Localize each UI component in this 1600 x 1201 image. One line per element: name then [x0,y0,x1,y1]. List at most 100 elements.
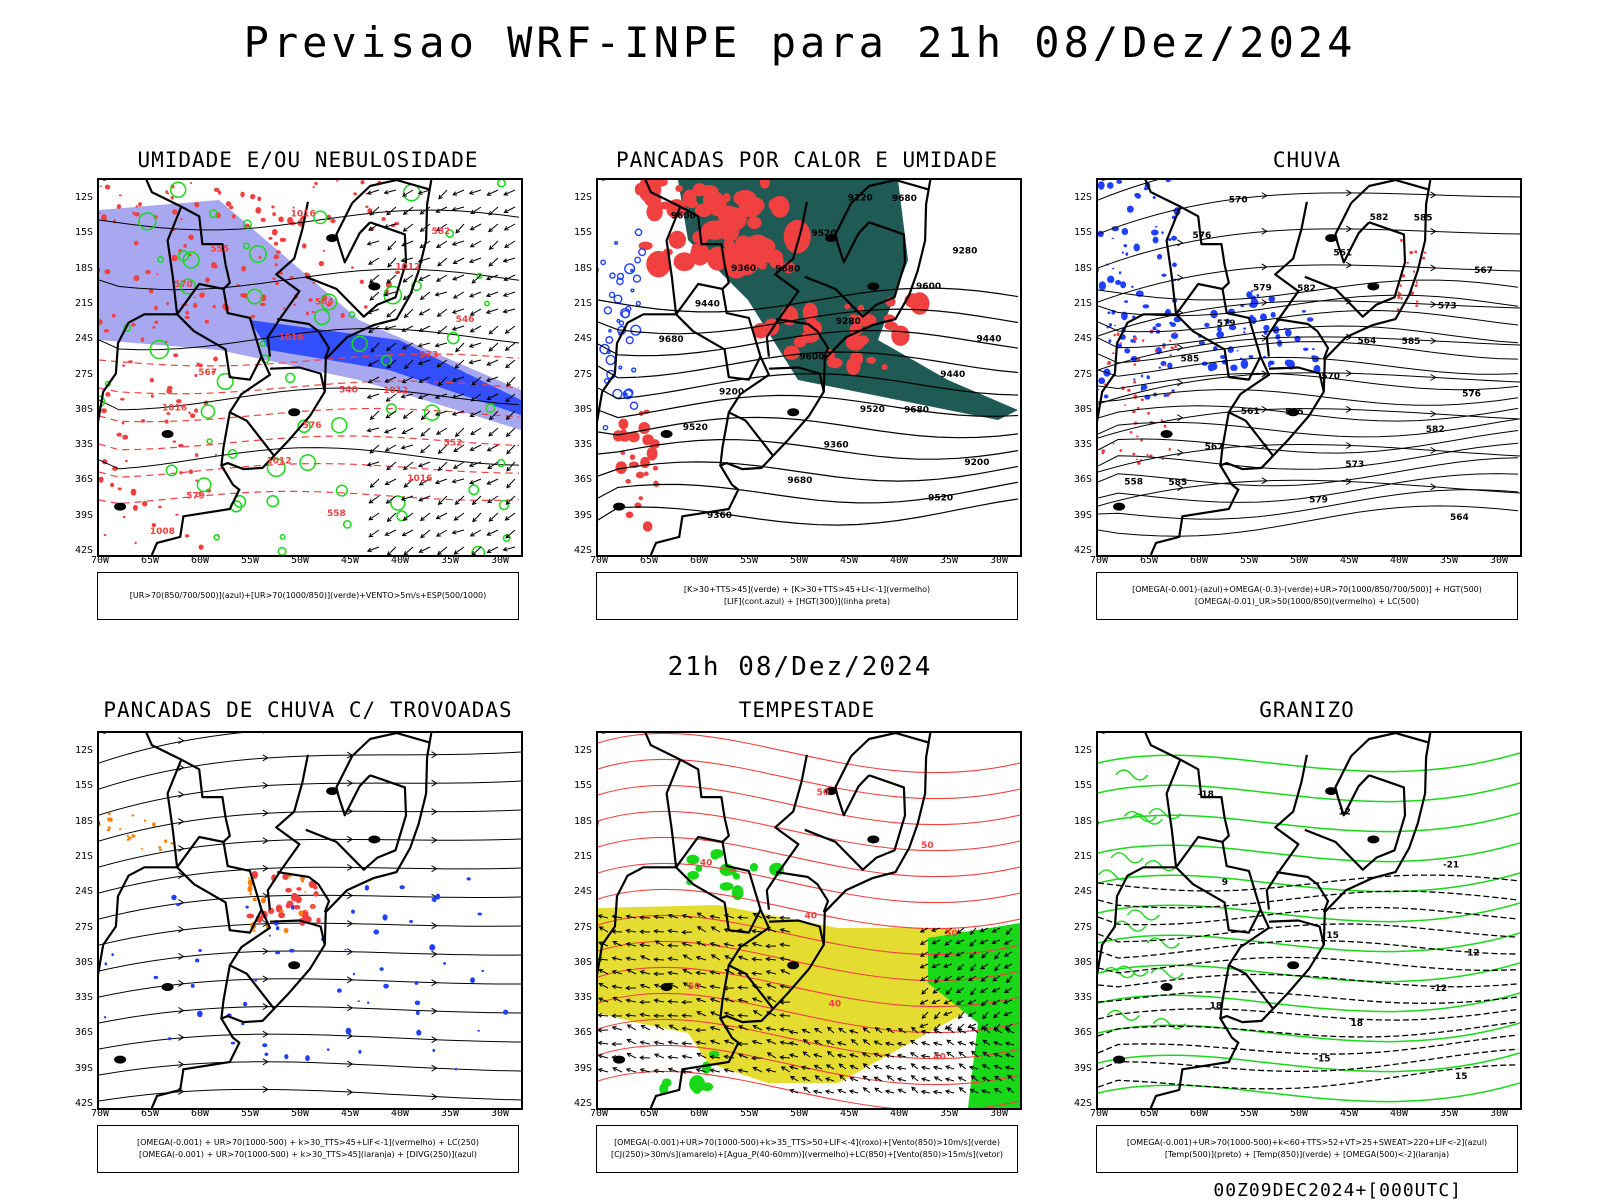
panel-trovoadas-title: PANCADAS DE CHUVA C/ TROVOADAS [67,698,549,722]
lon-tick-label: 65W [135,1108,165,1119]
lat-tick-label: 24S [1058,886,1092,897]
lon-tick-label: 45W [335,555,365,566]
contour-label: -18 [1198,790,1214,800]
lon-tick-label: 50W [1284,1108,1314,1119]
lat-tick-label: 24S [558,333,592,344]
contour-label: 1012 [395,263,420,273]
contour-label: -15 [1314,1055,1330,1065]
contour-label: 9680 [892,194,917,204]
lon-tick-label: 55W [734,1108,764,1119]
panel-tempestade-title: TEMPESTADE [566,698,1048,722]
legend-line: [OMEGA(-0.01)_UR>50(1000/850)(vermelho) … [1097,596,1517,608]
contour-label: 9680 [659,335,684,345]
lon-tick-label: 50W [784,1108,814,1119]
lat-tick-label: 27S [59,922,93,933]
contour-label: 570 [1321,372,1340,382]
panel-granizo-title: GRANIZO [1066,698,1548,722]
lat-tick-label: 27S [1058,369,1092,380]
contour-label: 9440 [940,370,965,380]
legend-line: [Temp(500)](preto) + [Temp(850)](verde) … [1097,1149,1517,1161]
lat-tick-label: 33S [59,439,93,450]
mid-time-label: 21h 08/Dez/2024 [0,652,1600,682]
contour-label: 555 [210,245,229,255]
contour-label: -21 [1443,861,1459,871]
panel-pancadas-calor-legend: [K>30+TTS>45](verde) + [K>30+TTS>45+LI<-… [596,572,1018,620]
lat-tick-label: 18S [59,263,93,274]
panel-tempestade-legend: [OMEGA(-0.001)+UR>70(1000-500)+k>35_TTS>… [596,1125,1018,1173]
panel-trovoadas-legend: [OMEGA(-0.001) + UR>70(1000-500) + k>30_… [97,1125,519,1173]
contour-label: 1016 [407,474,432,484]
lon-tick-label: 35W [934,555,964,566]
lon-tick-label: 55W [235,555,265,566]
contour-label: 9280 [952,247,977,257]
lat-tick-label: 21S [59,298,93,309]
lat-tick-label: 36S [1058,474,1092,485]
lon-tick-label: 30W [485,555,515,566]
contour-label: 564 [315,298,334,308]
lon-tick-label: 70W [1084,555,1114,566]
contour-label: 582 [431,227,450,237]
lon-tick-label: 60W [684,1108,714,1119]
lon-tick-label: 60W [1184,555,1214,566]
lon-tick-label: 65W [135,555,165,566]
lon-tick-label: 35W [1434,555,1464,566]
contour-label: 585 [1180,355,1199,365]
lat-tick-label: 27S [558,369,592,380]
lon-tick-label: 35W [435,555,465,566]
lon-tick-label: 35W [934,1108,964,1119]
legend-line: [OMEGA(-0.001)+UR>70(1000-500)+k<60+TTS>… [1097,1137,1517,1149]
panel-umidade-legend: [UR>70(850/700/500)](azul)+[UR>70(1000/8… [97,572,519,620]
lat-tick-label: 39S [1058,1063,1092,1074]
contour-label: 9680 [775,265,800,275]
contour-label: 585 [1402,337,1421,347]
contour-label: 579 [1309,496,1328,506]
lat-tick-label: 18S [59,816,93,827]
lon-tick-label: 30W [485,1108,515,1119]
lon-tick-label: 30W [1484,555,1514,566]
lat-tick-label: 15S [558,227,592,238]
lat-tick-label: 27S [59,369,93,380]
contour-label: 9520 [860,405,885,415]
contour-label: 558 [1124,478,1143,488]
lat-tick-label: 33S [558,992,592,1003]
lat-tick-label: 39S [558,1063,592,1074]
contour-label: 9280 [836,317,861,327]
lat-tick-label: 21S [59,851,93,862]
contour-label: 567 [1205,443,1224,453]
contour-label: 9200 [964,458,989,468]
lon-tick-label: 55W [734,555,764,566]
lon-tick-label: 55W [235,1108,265,1119]
lat-tick-label: 33S [1058,992,1092,1003]
contour-label: 576 [1462,390,1481,400]
lon-tick-label: 50W [285,1108,315,1119]
lat-tick-label: 18S [1058,816,1092,827]
lon-tick-label: 45W [1334,1108,1364,1119]
lat-tick-label: 33S [59,992,93,1003]
lat-tick-label: 12S [1058,745,1092,756]
lat-tick-label: 30S [1058,404,1092,415]
lat-tick-label: 12S [558,192,592,203]
lat-tick-label: 39S [558,510,592,521]
lon-tick-label: 40W [884,1108,914,1119]
lon-tick-label: 45W [335,1108,365,1119]
contour-label: 9600 [799,353,824,363]
contour-label: 552 [444,439,463,449]
lon-tick-label: 45W [1334,555,1364,566]
lat-tick-label: 21S [1058,851,1092,862]
lon-tick-label: 70W [584,1108,614,1119]
lon-tick-label: 40W [385,1108,415,1119]
lon-tick-label: 65W [634,555,664,566]
contour-label: 573 [1438,302,1457,312]
lat-tick-label: 24S [59,886,93,897]
legend-line: [LIF](cont.azul) + [HGT(300)](linha pret… [597,596,1017,608]
lat-tick-label: 21S [558,851,592,862]
contour-label: 1016 [279,333,304,343]
panel-chuva-title: CHUVA [1066,148,1548,172]
contour-label: 9120 [848,194,873,204]
contour-label: 9360 [707,511,732,521]
contour-label: 9600 [671,212,696,222]
lat-tick-label: 12S [59,745,93,756]
lon-tick-label: 40W [1384,1108,1414,1119]
